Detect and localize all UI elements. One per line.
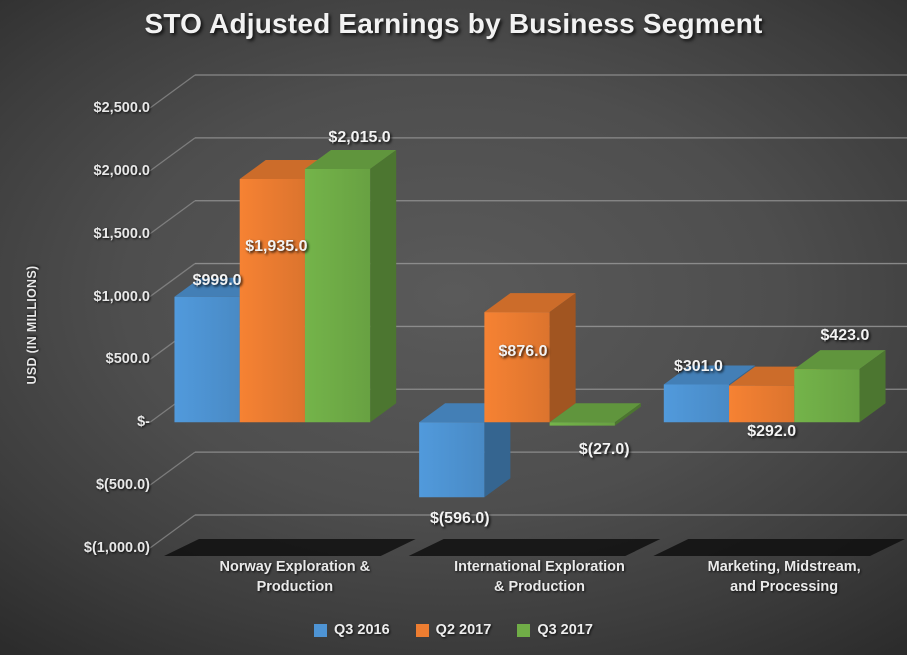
y-axis-title: USD (IN MILLIONS) <box>25 265 39 385</box>
x-axis-category-label: Norway Exploration & Production <box>180 558 410 597</box>
y-axis-tick-labels: $2,500.0 $2,000.0 $1,500.0 $1,000.0 $500.0 $-… <box>0 0 150 655</box>
data-label: $(27.0) <box>578 440 630 458</box>
data-label: $876.0 <box>498 343 548 361</box>
data-label: $2,015.0 <box>328 128 391 146</box>
legend-color-swatch <box>517 623 531 637</box>
x-axis-category-label: Marketing, Midstream, and Processing <box>669 558 899 597</box>
chart-legend: Q3 2016 Q2 2017 Q3 2017 <box>0 622 907 638</box>
data-label: $999.0 <box>192 271 242 289</box>
x-axis-category-label: International Exploration & Production <box>425 558 655 597</box>
y-axis-tick-label: $(500.0) <box>95 477 150 494</box>
legend-item[interactable]: Q3 2017 <box>517 622 593 638</box>
category-label-line: Marketing, Midstream, <box>707 559 861 575</box>
data-label: $301.0 <box>673 358 723 376</box>
category-label-line: Norway Exploration & <box>219 559 371 575</box>
category-label-line: & Production <box>493 578 586 595</box>
y-axis-tick-label: $2,000.0 <box>93 162 150 179</box>
legend-item[interactable]: Q3 2016 <box>314 622 390 638</box>
data-label: $1,935.0 <box>245 238 308 256</box>
y-axis-tick-label: $500.0 <box>105 351 150 368</box>
category-label-line: and Processing <box>730 578 839 595</box>
data-label: $292.0 <box>747 422 797 440</box>
legend-label: Q3 2017 <box>537 622 593 638</box>
legend-item[interactable]: Q2 2017 <box>415 622 492 638</box>
y-axis-tick-label: $2,500.0 <box>93 100 150 116</box>
legend-label: Q3 2016 <box>334 622 390 638</box>
data-label: $(596.0) <box>429 510 490 528</box>
legend-color-swatch <box>314 623 328 637</box>
y-axis-tick-label: $- <box>137 414 150 431</box>
legend-label: Q2 2017 <box>435 622 492 638</box>
category-label-line: Production <box>256 578 334 595</box>
y-axis-tick-label: $1,500.0 <box>93 225 150 242</box>
y-axis-tick-label: $(1,000.0) <box>83 540 150 556</box>
data-label: $423.0 <box>820 327 870 345</box>
chart-title: STO Adjusted Earnings by Business Segmen… <box>144 8 763 39</box>
y-axis-tick-label: $1,000.0 <box>93 288 150 305</box>
legend-color-swatch <box>415 623 429 637</box>
category-label-line: International Exploration <box>454 559 625 575</box>
